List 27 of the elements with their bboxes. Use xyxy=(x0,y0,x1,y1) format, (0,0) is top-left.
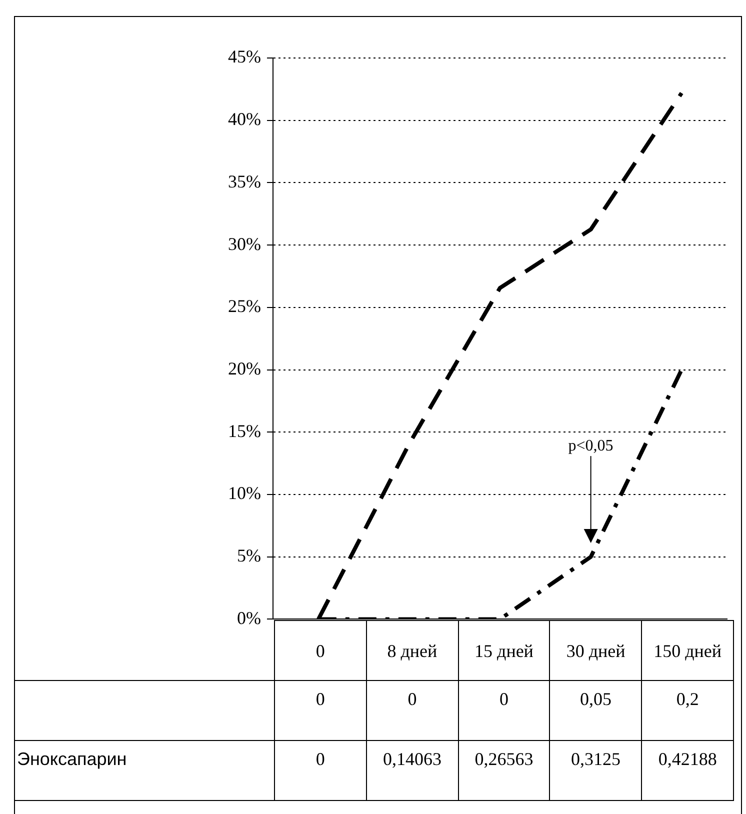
annotation: p<0,05 xyxy=(568,437,614,454)
data-label: 0,26563 xyxy=(458,740,550,800)
data-label: 0,05 xyxy=(550,680,642,740)
data-label: 0,42188 xyxy=(642,740,734,800)
data-label: 0,14063 xyxy=(366,740,458,800)
data-label: 0,3125 xyxy=(550,740,642,800)
y-tick-label: 45% xyxy=(228,46,261,67)
data-label: 0 xyxy=(274,680,366,740)
data-label: 0 xyxy=(366,680,458,740)
y-tick-label: 30% xyxy=(228,234,261,254)
x-tick-label: 0 xyxy=(274,620,366,680)
x-tick-label: 150 дней xyxy=(642,620,734,680)
y-tick-label: 20% xyxy=(228,358,261,379)
y-tick-label: 5% xyxy=(237,546,261,566)
y-tick-label: 0% xyxy=(237,608,261,628)
text: Эноксапарин xyxy=(14,740,274,800)
data-label: 0 xyxy=(274,740,366,800)
y-tick-label: 15% xyxy=(228,420,261,441)
data-label: 0 xyxy=(458,680,550,740)
y-tick-label: 40% xyxy=(228,109,261,130)
data-label: 0,2 xyxy=(642,680,734,740)
y-tick-label: 35% xyxy=(228,171,261,192)
x-tick-label: 8 дней xyxy=(366,620,458,680)
y-tick-label: 25% xyxy=(228,296,261,316)
x-tick-label: 30 дней xyxy=(550,620,642,680)
y-tick-label: 10% xyxy=(228,483,261,504)
x-tick-label: 15 дней xyxy=(458,620,550,680)
